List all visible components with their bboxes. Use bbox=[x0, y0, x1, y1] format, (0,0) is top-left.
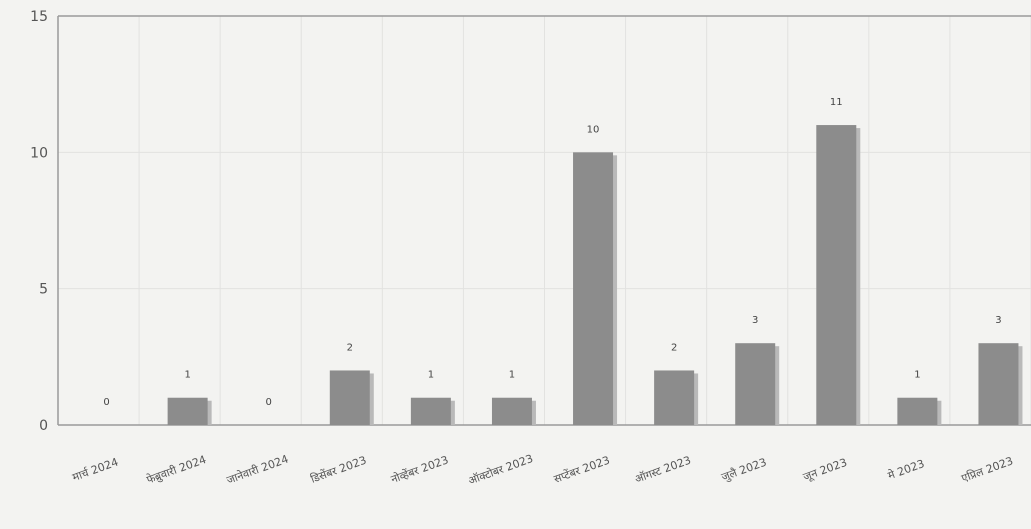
x-tick-label: जून 2023 bbox=[801, 456, 849, 485]
x-tick-label: ऑगस्ट 2023 bbox=[633, 454, 693, 486]
x-tick-label: मार्च 2024 bbox=[71, 455, 120, 484]
data-label: 1 bbox=[428, 370, 434, 381]
x-tick-label: डिसेंबर 2023 bbox=[309, 454, 368, 486]
bar bbox=[654, 370, 695, 425]
data-label: 3 bbox=[752, 315, 758, 326]
bar bbox=[816, 125, 857, 426]
bar bbox=[410, 397, 451, 425]
bar bbox=[491, 397, 532, 425]
data-label: 1 bbox=[509, 370, 515, 381]
x-tick-label: ऑक्टोबर 2023 bbox=[467, 452, 535, 487]
data-label: 10 bbox=[587, 124, 600, 135]
x-tick-label: जानेवारी 2024 bbox=[225, 453, 290, 487]
data-label: 0 bbox=[103, 397, 109, 408]
x-tick-label: फेब्रुवारी 2024 bbox=[145, 453, 208, 487]
bar bbox=[167, 397, 208, 425]
bar bbox=[573, 152, 614, 426]
x-tick-label: नोव्हेंबर 2023 bbox=[389, 453, 450, 486]
x-tick-label: सप्टेंबर 2023 bbox=[552, 454, 612, 486]
y-tick-label: 0 bbox=[39, 418, 48, 434]
data-label: 11 bbox=[830, 97, 843, 108]
bar bbox=[897, 397, 938, 425]
bar bbox=[329, 370, 370, 425]
y-tick-label: 15 bbox=[30, 9, 48, 25]
y-tick-label: 10 bbox=[30, 145, 48, 161]
x-tick-label: मे 2023 bbox=[886, 457, 926, 482]
y-tick-label: 5 bbox=[39, 282, 48, 298]
bar bbox=[978, 343, 1019, 425]
x-tick-label: जुलै 2023 bbox=[720, 456, 769, 484]
data-label: 2 bbox=[347, 342, 353, 353]
data-label: 2 bbox=[671, 342, 677, 353]
data-label: 1 bbox=[914, 370, 920, 381]
data-label: 1 bbox=[184, 370, 190, 381]
x-tick-label: एप्रिल 2023 bbox=[960, 454, 1015, 485]
data-label: 3 bbox=[995, 315, 1001, 326]
bar bbox=[735, 343, 776, 425]
data-label: 0 bbox=[266, 397, 272, 408]
